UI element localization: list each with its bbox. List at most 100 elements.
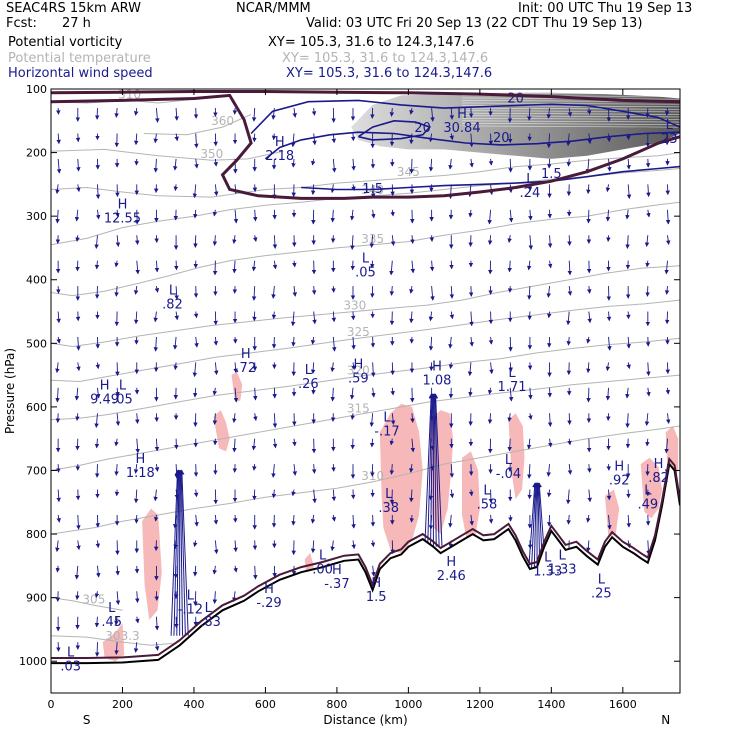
wind-arrow <box>331 158 337 173</box>
wind-arrow <box>351 158 356 171</box>
wind-arrow <box>507 260 512 273</box>
wind-arrow <box>449 489 455 499</box>
wind-arrow <box>586 108 592 115</box>
extremum-letter: L <box>319 548 327 563</box>
wind-arrow <box>173 184 179 192</box>
wind-arrow <box>351 362 356 371</box>
extremum-letter: L <box>187 589 195 604</box>
wind-arrow <box>193 489 199 498</box>
wind-arrow <box>76 514 81 530</box>
wind-arrow <box>566 311 571 326</box>
wind-arrow <box>290 311 296 327</box>
wind-arrow <box>370 184 376 199</box>
wind-arrow <box>312 489 317 504</box>
wind-arrow <box>369 438 375 448</box>
precip-region <box>102 623 125 662</box>
wind-arrow <box>449 108 455 120</box>
wind-arrow <box>311 108 317 116</box>
wind-arrow <box>114 286 119 297</box>
wind-arrow <box>232 438 237 453</box>
y-tick-label: 100 <box>26 83 47 96</box>
updraft-arrow <box>178 469 186 636</box>
wind-arrow <box>312 311 317 325</box>
extremum-annotation: H9.49 <box>90 379 119 408</box>
wind-arrow <box>625 235 630 249</box>
wind-arrow <box>644 413 650 426</box>
terrain-line <box>51 461 680 665</box>
wind-arrow <box>292 108 297 118</box>
wind-arrow <box>310 540 316 554</box>
wind-arrow <box>664 286 670 295</box>
extremum-annotation: H2.46 <box>437 555 466 584</box>
wind-arrow <box>96 565 101 578</box>
wind-arrow <box>605 209 611 222</box>
extremum-letter: L <box>598 573 606 588</box>
extremum-letter: L <box>119 379 127 394</box>
theta-contour <box>51 265 680 348</box>
wind-arrow <box>232 413 237 423</box>
updraft-arrow <box>173 469 181 636</box>
wind-arrow <box>410 235 415 244</box>
extremum-annotation: L-.17 <box>374 411 399 440</box>
wind-arrow <box>645 438 650 447</box>
wind-arrow <box>586 362 591 374</box>
wind-arrow <box>665 235 671 245</box>
extremum-value: -.29 <box>256 596 281 611</box>
wind-arrow <box>194 158 199 169</box>
y-tick-label: 900 <box>26 592 47 605</box>
extremum-letter: H <box>118 198 128 213</box>
wind-arrow <box>626 184 632 200</box>
wind-arrow <box>292 260 297 268</box>
extremum-value: .59 <box>348 372 369 387</box>
extremum-annotation: L.24 <box>520 172 541 201</box>
wind-arrow <box>76 184 81 193</box>
wind-arrow <box>369 235 375 248</box>
wind-arrow <box>488 514 494 524</box>
wind-arrow <box>528 413 533 420</box>
wind-arrow <box>95 209 101 220</box>
theta-contour <box>51 299 680 383</box>
pv-stripe <box>461 123 680 125</box>
fcst-value: 27 h <box>62 16 91 31</box>
extremum-annotation: L.05 <box>355 252 376 281</box>
extremum-annotation: L-.04 <box>496 453 521 482</box>
wind-arrow <box>115 565 120 576</box>
extremum-annotation: H1.08 <box>423 360 452 389</box>
extremum-letter: L <box>483 484 491 499</box>
wind-arrow <box>370 540 376 548</box>
wind-arrow <box>154 616 160 631</box>
wind-arrow <box>448 362 454 370</box>
pv-stripe <box>461 125 680 128</box>
wind-arrow <box>469 489 474 497</box>
wind-arrow <box>488 158 494 166</box>
x-tick-label: 0 <box>48 698 55 711</box>
extremum-letter: H <box>135 452 145 467</box>
extremum-letter: L <box>526 172 534 187</box>
extremum-letter: H <box>371 576 381 591</box>
wind-arrow <box>587 464 592 473</box>
wind-arrow <box>212 235 218 246</box>
wind-arrow <box>252 235 258 242</box>
extremum-value: .92 <box>609 473 630 488</box>
wind-arrow <box>488 336 494 345</box>
precip-region <box>462 451 480 544</box>
extremum-letter: H <box>446 555 456 570</box>
extremum-value: .05 <box>112 393 133 408</box>
wind-arrow <box>586 540 591 553</box>
wind-arrow <box>192 565 198 577</box>
wind-arrow <box>389 260 394 276</box>
wind-arrow <box>507 235 512 243</box>
wind-arrow <box>192 362 198 378</box>
wind-arrow <box>449 311 455 320</box>
wind-arrow <box>75 235 80 242</box>
extremum-annotation: H.82 <box>648 457 669 486</box>
wind-arrow <box>94 235 99 249</box>
extremum-letter: L <box>205 601 213 616</box>
wind-arrow <box>586 184 591 195</box>
wind-arrow <box>350 235 355 250</box>
extremum-value: .03 <box>60 660 81 675</box>
wind-arrow <box>55 565 61 573</box>
wind-arrow <box>310 362 316 375</box>
wind-arrow <box>213 514 219 525</box>
model-name: SEAC4RS 15km ARW <box>6 1 142 16</box>
